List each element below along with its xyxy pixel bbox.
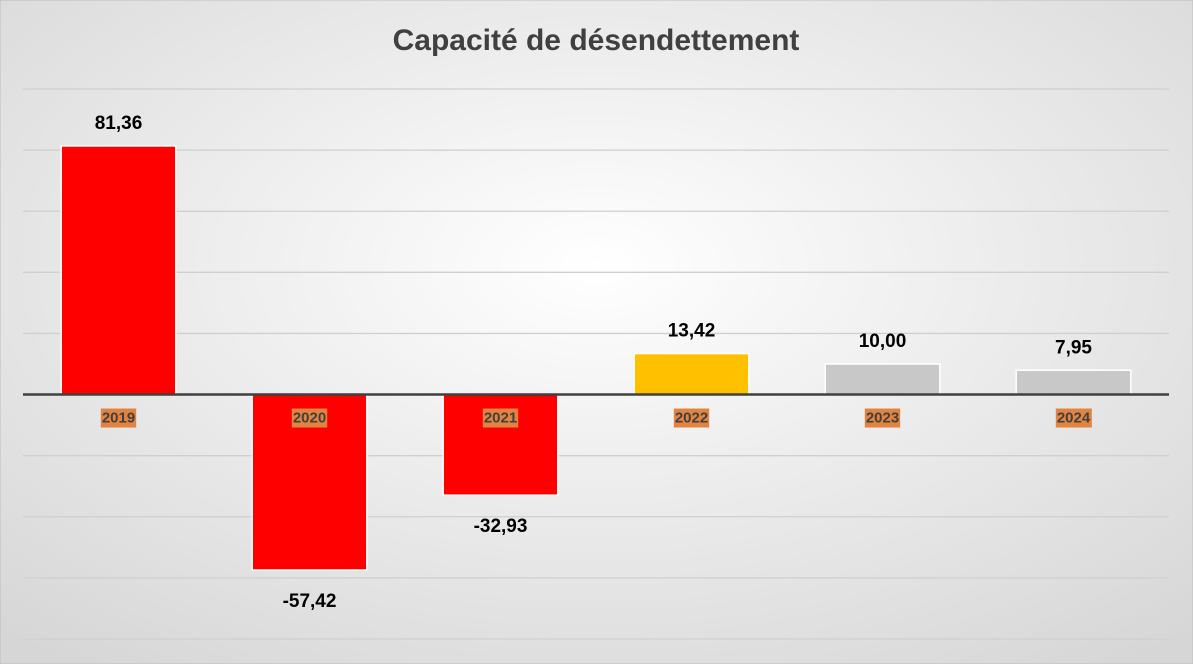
- bar: [633, 352, 750, 396]
- data-label: 81,36: [95, 113, 143, 134]
- x-tick-label: 2019: [102, 410, 135, 427]
- x-tick-label: 2020: [293, 410, 326, 427]
- x-tick-label: 2022: [675, 410, 708, 427]
- category-label-background: [673, 408, 710, 428]
- chart-title: Capacité de désendettement: [393, 24, 800, 57]
- data-label: 10,00: [859, 331, 907, 352]
- data-label: -57,42: [283, 591, 337, 612]
- data-label: 13,42: [668, 321, 716, 342]
- x-tick-label: 2024: [1057, 410, 1091, 427]
- data-label: 7,95: [1055, 337, 1092, 358]
- bar: [824, 363, 941, 396]
- category-label-background: [864, 408, 901, 428]
- bar: [1015, 369, 1132, 396]
- data-label: -32,93: [474, 516, 528, 537]
- category-label-background: [1055, 408, 1092, 428]
- category-label-background: [291, 408, 328, 428]
- x-tick-label: 2023: [866, 410, 899, 427]
- category-label-background: [482, 408, 519, 428]
- bar: [60, 145, 177, 396]
- x-tick-label: 2021: [484, 410, 517, 427]
- category-label-background: [100, 408, 137, 428]
